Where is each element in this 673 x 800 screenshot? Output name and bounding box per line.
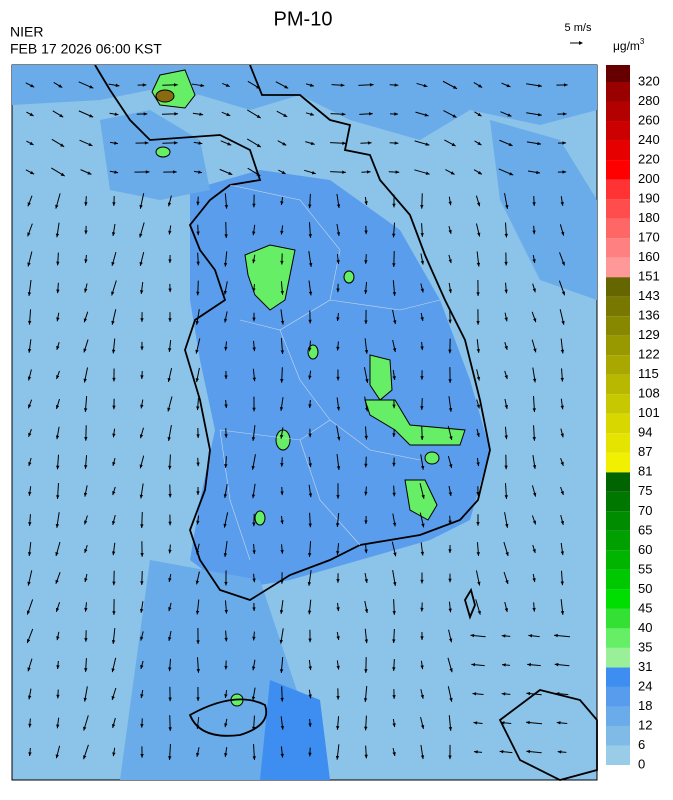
colorbar-segment: [606, 589, 630, 609]
colorbar-label: 129: [638, 327, 660, 342]
colorbar-label: 170: [638, 230, 660, 245]
colorbar-segment: [606, 472, 630, 492]
colorbar-segment: [606, 609, 630, 629]
colorbar-label: 70: [638, 503, 652, 518]
colorbar-label: 200: [638, 171, 660, 186]
colorbar-segment: [606, 726, 630, 746]
colorbar-label: 6: [638, 737, 645, 752]
colorbar-segment: [606, 453, 630, 473]
colorbar-label: 55: [638, 561, 652, 576]
colorbar-label: 75: [638, 483, 652, 498]
colorbar-label: 18: [638, 698, 652, 713]
colorbar-label: 108: [638, 386, 660, 401]
colorbar-segment: [606, 160, 630, 180]
colorbar-segment: [606, 414, 630, 434]
colorbar-label: 101: [638, 405, 660, 420]
colorbar-label: 12: [638, 717, 652, 732]
unit: μg/m3: [613, 37, 645, 53]
colorbar-segment: [606, 121, 630, 141]
colorbar-segment: [606, 180, 630, 200]
unit-base: μg/m: [613, 39, 640, 53]
colorbar-segment: [606, 277, 630, 297]
colorbar-label: 180: [638, 210, 660, 225]
colorbar-label: 60: [638, 542, 652, 557]
colorbar-segment: [606, 65, 630, 82]
colorbar-label: 143: [638, 288, 660, 303]
colorbar-label: 40: [638, 620, 652, 635]
colorbar-segment: [606, 238, 630, 258]
unit-power: 3: [640, 37, 645, 46]
datetime: FEB 17 2026 06:00 KST: [10, 41, 162, 57]
colorbar-segment: [606, 648, 630, 668]
colorbar-segment: [606, 745, 630, 765]
colorbar-segment: [606, 394, 630, 414]
colorbar-label: 136: [638, 308, 660, 323]
map: [12, 65, 597, 780]
colorbar-segment: [606, 492, 630, 512]
colorbar-label: 35: [638, 639, 652, 654]
colorbar-label: 260: [638, 112, 660, 127]
colorbar-label: 65: [638, 522, 652, 537]
colorbar-label: 50: [638, 581, 652, 596]
colorbar-label: 122: [638, 347, 660, 362]
colorbar-segment: [606, 258, 630, 278]
agency: NIER: [10, 24, 43, 40]
colorbar-label: 94: [638, 425, 652, 440]
colorbar-label: 320: [638, 73, 660, 88]
colorbar-segment: [606, 355, 630, 375]
colorbar-segment: [606, 550, 630, 570]
colorbar-segment: [606, 570, 630, 590]
colorbar-segment: [606, 297, 630, 317]
colorbar: 0 6 12 18 24 31 35 40 45 50 55 60 65 70 75 81 87 94 101 108…: [606, 65, 660, 771]
colorbar-segment: [606, 141, 630, 161]
colorbar-segment: [606, 199, 630, 219]
colorbar-label: 24: [638, 678, 652, 693]
colorbar-segment: [606, 628, 630, 648]
colorbar-label: 151: [638, 269, 660, 284]
colorbar-label: 190: [638, 191, 660, 206]
colorbar-label: 240: [638, 132, 660, 147]
colorbar-segment: [606, 531, 630, 551]
colorbar-segment: [606, 102, 630, 122]
colorbar-segment: [606, 706, 630, 726]
colorbar-segment: [606, 667, 630, 687]
colorbar-segment: [606, 687, 630, 707]
colorbar-label: 280: [638, 93, 660, 108]
colorbar-segment: [606, 375, 630, 395]
colorbar-segment: [606, 316, 630, 336]
wind-scale-arrow: [570, 41, 583, 45]
colorbar-segment: [606, 511, 630, 531]
wind-scale-label: 5 m/s: [565, 22, 592, 34]
colorbar-segment: [606, 433, 630, 453]
colorbar-segment: [606, 82, 630, 102]
colorbar-label: 45: [638, 600, 652, 615]
colorbar-label: 81: [638, 464, 652, 479]
colorbar-label: 0: [638, 756, 645, 771]
colorbar-label: 115: [638, 366, 659, 381]
colorbar-label: 160: [638, 249, 660, 264]
colorbar-segment: [606, 336, 630, 356]
colorbar-label: 31: [638, 659, 652, 674]
colorbar-label: 87: [638, 444, 652, 459]
colorbar-label: 220: [638, 151, 660, 166]
colorbar-segment: [606, 219, 630, 239]
title: PM-10: [274, 8, 333, 30]
